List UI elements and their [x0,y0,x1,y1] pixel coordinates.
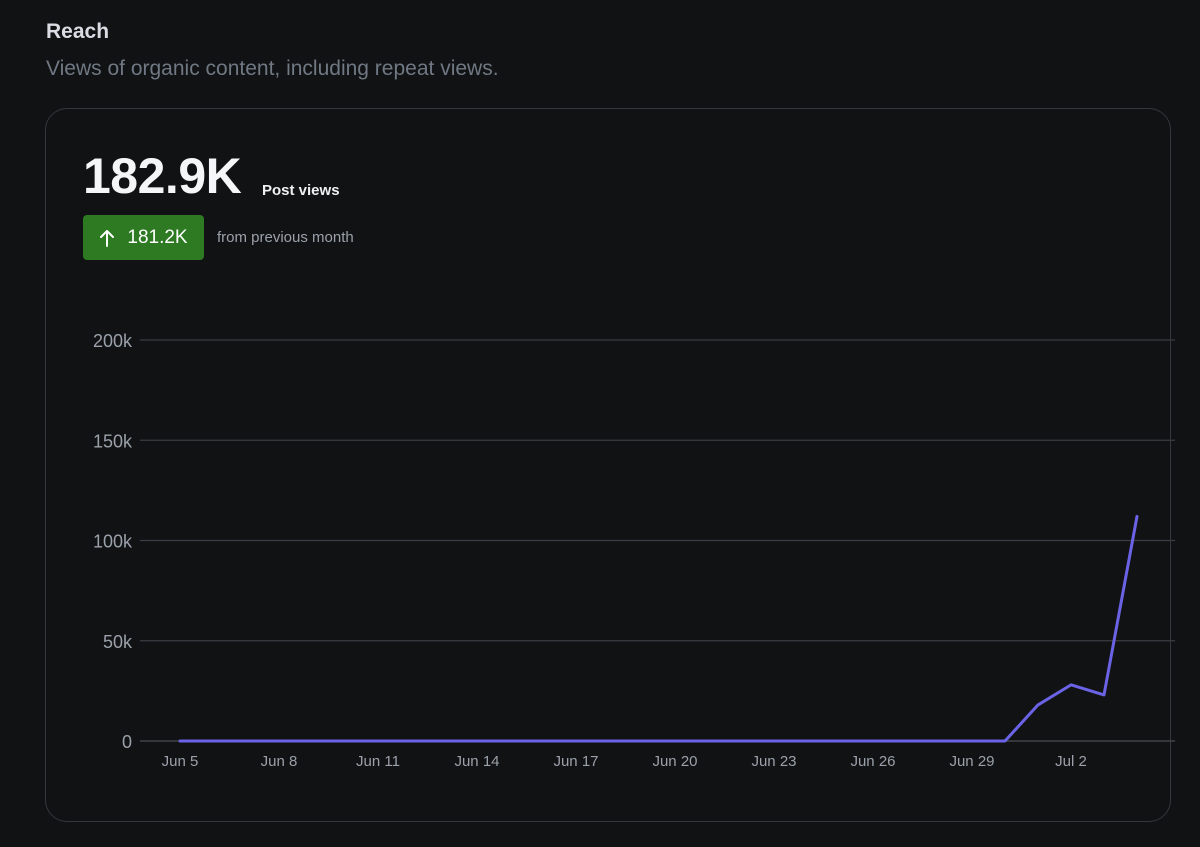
metric-label: Post views [262,182,340,199]
delta-badge: 181.2K [83,215,204,260]
section-title: Reach [46,20,110,43]
delta-caption: from previous month [217,229,354,246]
delta-value: 181.2K [127,226,188,248]
metric-value: 182.9K [83,148,242,204]
section-subtitle: Views of organic content, including repe… [46,57,499,80]
reach-card: 182.9K Post views 181.2K from previous m… [45,108,1171,822]
arrow-up-icon [99,229,115,247]
